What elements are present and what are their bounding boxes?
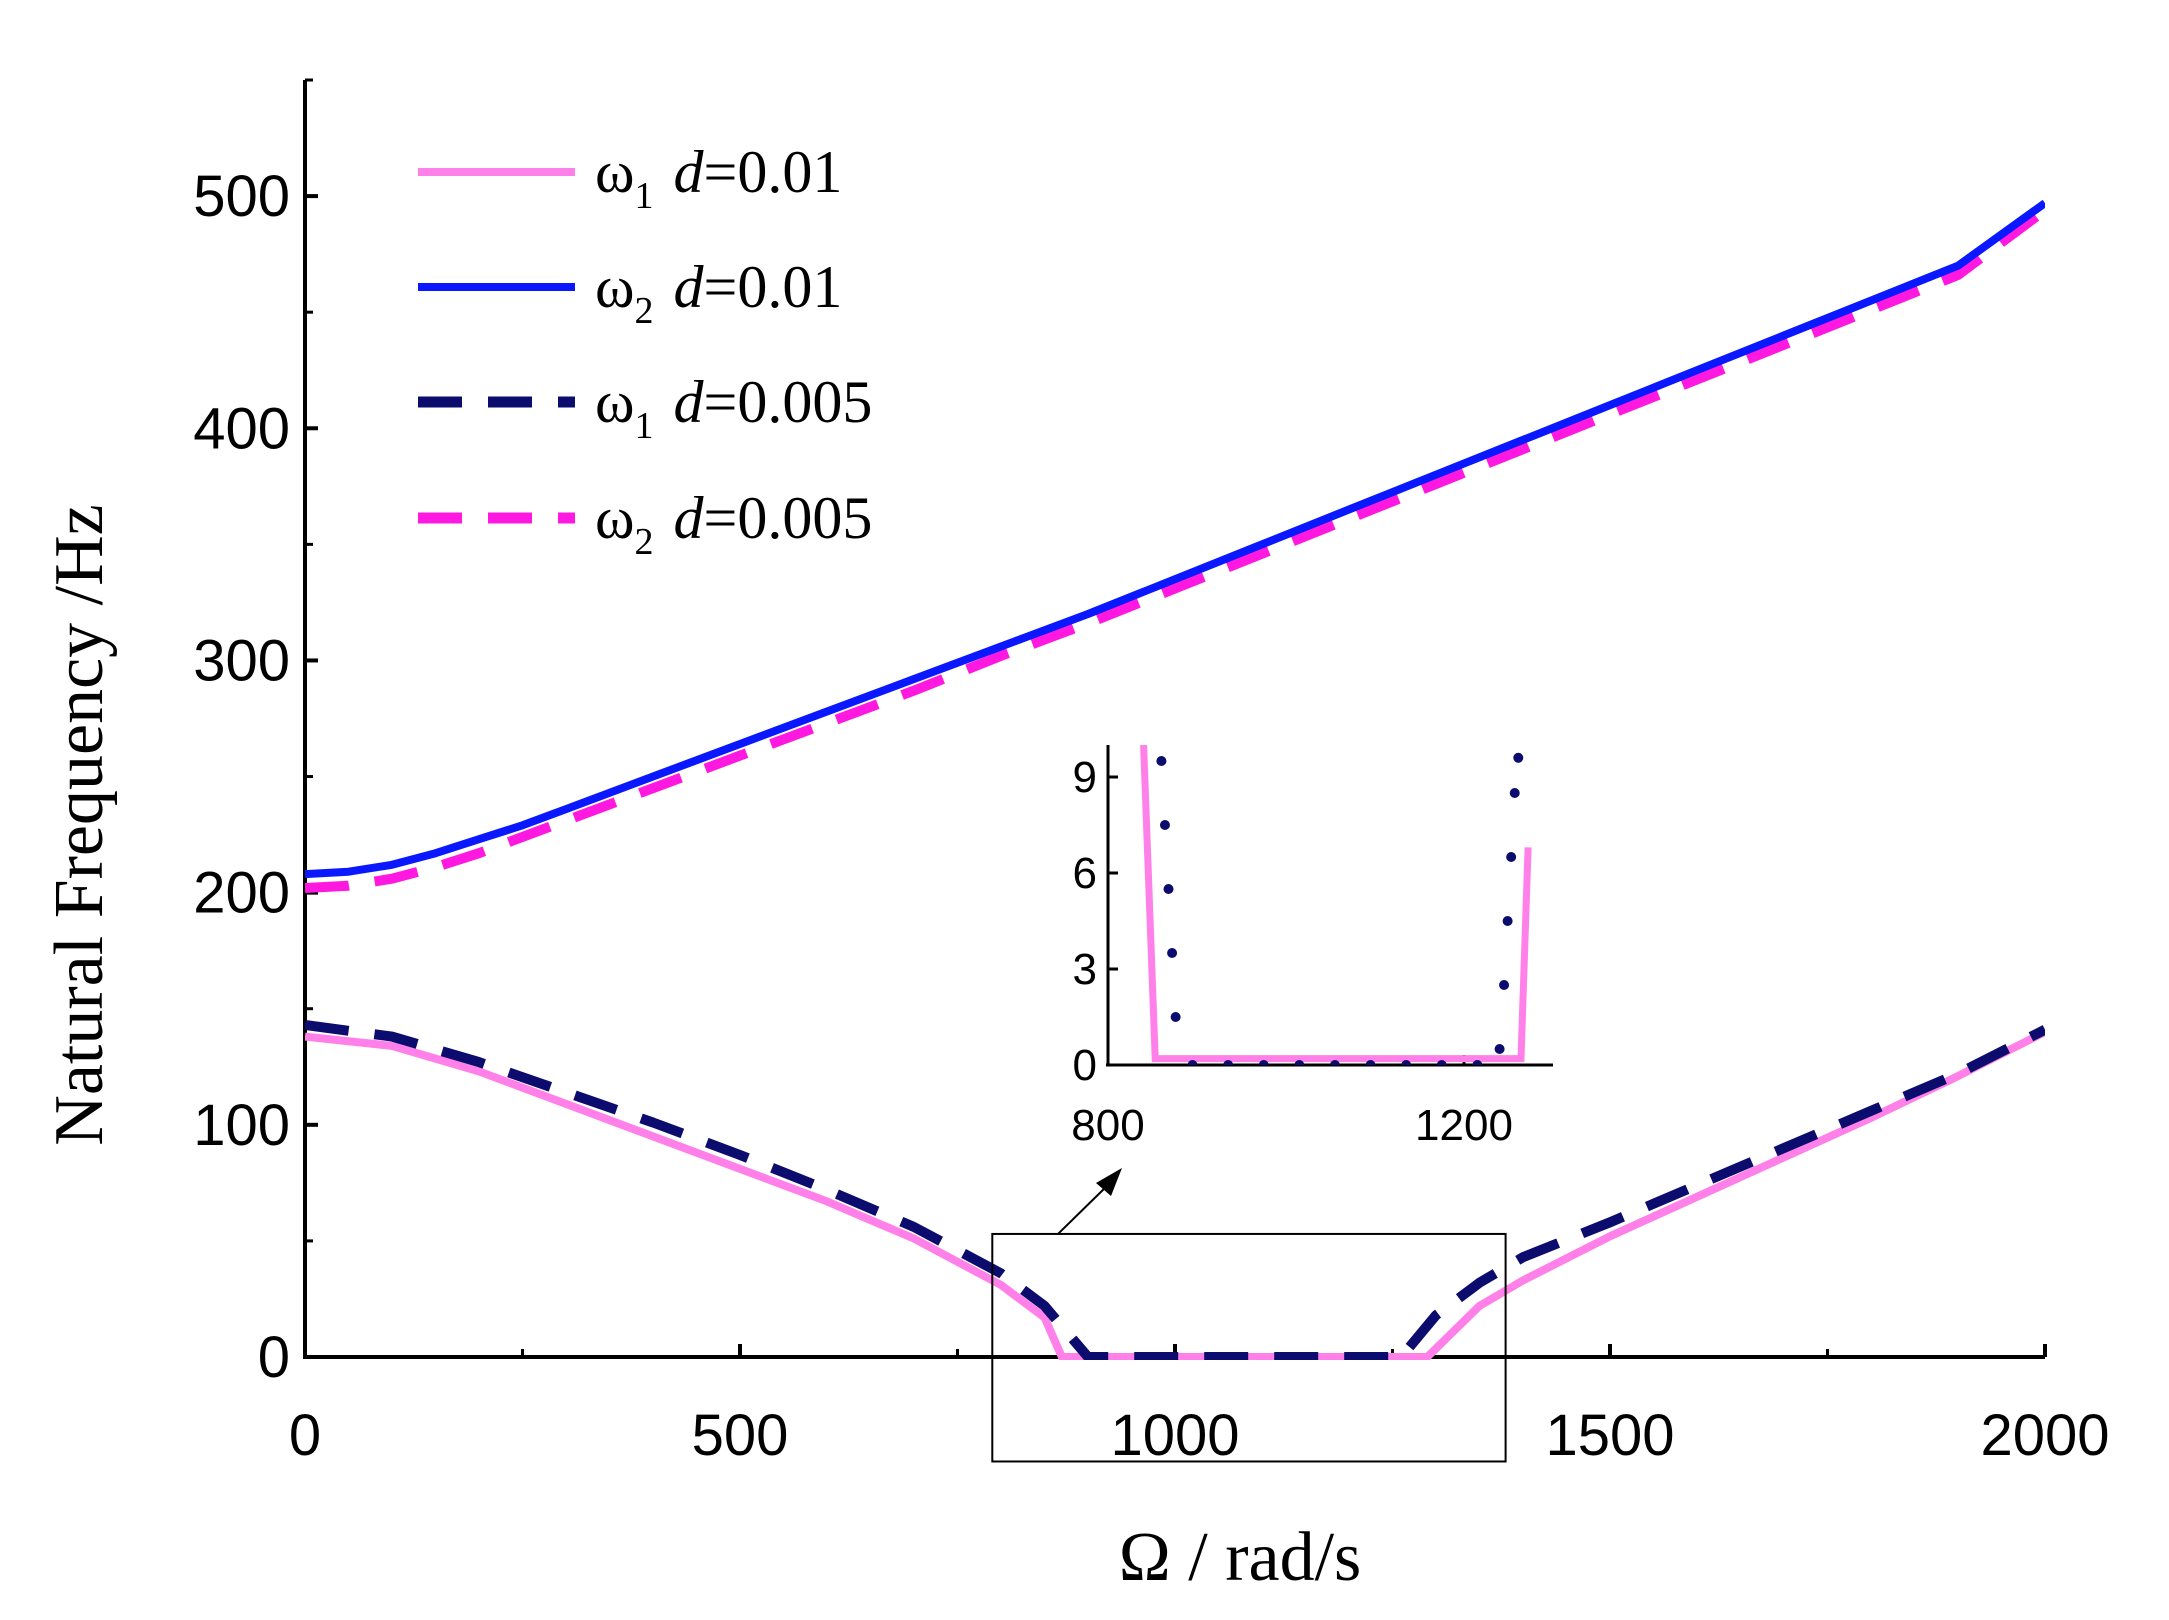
inset-x-tick-label: 1200 xyxy=(1415,1101,1513,1150)
x-tick-label: 0 xyxy=(289,1403,321,1468)
inset-dot xyxy=(1329,1060,1340,1065)
inset-dot xyxy=(1170,1012,1181,1022)
inset-dot xyxy=(1156,756,1167,766)
inset-dot xyxy=(1502,916,1513,926)
series-layer xyxy=(305,199,2045,1360)
series-line-1 xyxy=(305,1028,2045,1360)
x-tick-label: 1000 xyxy=(1110,1403,1239,1468)
inset-dot xyxy=(1436,1060,1447,1065)
legend-label-3: ω1 d=0.005 xyxy=(595,369,872,447)
inset-x-tick-label: 800 xyxy=(1071,1101,1144,1150)
y-axis-title: Natural Frequency /Hz xyxy=(41,504,118,1145)
y-tick-label: 400 xyxy=(193,396,290,461)
inset-dot xyxy=(1472,1060,1483,1065)
zoom-arrow xyxy=(1057,1184,1109,1235)
y-ticks: 0 100 200 300 400 500 xyxy=(193,78,318,1390)
zoom-region-box xyxy=(991,1232,1507,1463)
inset-dot xyxy=(1163,884,1174,894)
x-ticks: 0 500 1000 1500 2000 xyxy=(289,1344,2110,1468)
y-tick-label: 0 xyxy=(258,1325,290,1390)
inset-y-tick-label: 3 xyxy=(1073,945,1097,994)
y-tick-label: 300 xyxy=(193,628,290,693)
inset-y-tick-label: 9 xyxy=(1073,753,1097,802)
x-tick-label: 500 xyxy=(692,1403,789,1468)
y-tick-label: 100 xyxy=(193,1093,290,1158)
inset-dot xyxy=(1499,980,1510,990)
inset-x-ticks: 800 1200 xyxy=(1071,1055,1513,1150)
inset-dot xyxy=(1258,1060,1269,1065)
inset-y-ticks: 0 3 6 9 xyxy=(1073,753,1118,1090)
inset-dot xyxy=(1365,1060,1376,1065)
legend: ω1 d=0.01 ω2 d=0.01 ω1 d=0.005 ω2 d=0.005 xyxy=(418,139,872,563)
y-tick-label: 200 xyxy=(193,861,290,926)
axes: 0 100 200 300 400 500 0 500 1000 1500 2000 xyxy=(193,78,2110,1468)
zoom-arrow-head xyxy=(1096,1168,1122,1196)
x-axis-title: Ω / rad/s xyxy=(1119,1519,1362,1596)
series-line-2 xyxy=(305,199,2045,879)
legend-label-2: ω2 d=0.01 xyxy=(595,254,842,332)
inset-series-line-1 xyxy=(1140,745,1532,1063)
inset-dot xyxy=(1223,1060,1234,1065)
inset-dot xyxy=(1294,1060,1305,1065)
series-line-3 xyxy=(305,1020,2045,1360)
inset-y-tick-label: 6 xyxy=(1073,849,1097,898)
inset-dot xyxy=(1513,752,1524,763)
inset-dot xyxy=(1509,788,1520,798)
inset-series-layer xyxy=(1140,745,1532,1065)
x-tick-label: 1500 xyxy=(1545,1403,1674,1468)
inset-chart: 0 3 6 9 800 1200 xyxy=(1071,745,1553,1150)
inset-dot xyxy=(1494,1044,1505,1054)
series-line-4 xyxy=(305,205,2045,893)
x-tick-label: 2000 xyxy=(1980,1403,2109,1468)
inset-dot xyxy=(1167,948,1178,958)
legend-label-4: ω2 d=0.005 xyxy=(595,485,872,563)
inset-dot xyxy=(1506,852,1517,862)
inset-y-tick-label: 0 xyxy=(1073,1041,1097,1090)
inset-dot xyxy=(1401,1060,1412,1065)
y-tick-label: 500 xyxy=(193,164,290,229)
legend-label-1: ω1 d=0.01 xyxy=(595,139,842,217)
inset-dot xyxy=(1187,1060,1198,1065)
inset-dot xyxy=(1159,820,1170,830)
